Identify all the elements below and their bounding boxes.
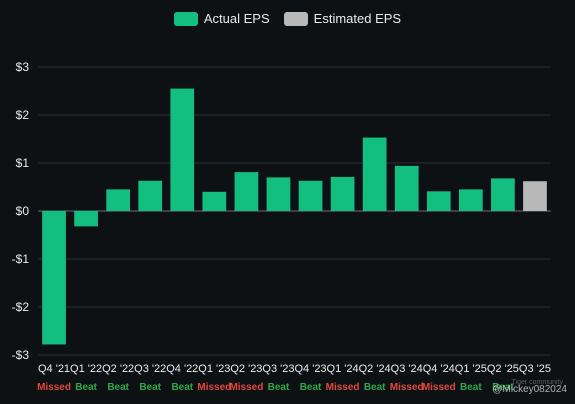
actual-eps-bar[interactable] [458,189,483,211]
legend-item-actual-eps[interactable]: Actual EPS [173,11,270,26]
actual-eps-bar[interactable] [362,137,387,211]
actual-eps-bar[interactable] [298,180,323,211]
eps-result-label: Beat [107,382,129,393]
legend-item-estimated-eps[interactable]: Estimated EPS [283,11,402,26]
actual-eps-bar[interactable] [266,177,291,211]
eps-result-label: Missed [326,382,360,393]
legend-label-estimated: Estimated EPS [313,11,402,26]
x-tick-label: Q1 '22 [70,363,102,375]
y-tick-label: -$1 [12,252,30,266]
actual-eps-bar[interactable] [42,211,66,345]
y-tick-label: $3 [16,60,30,74]
x-tick-label: Q2 '22 [102,363,134,375]
eps-result-label: Missed [422,382,456,393]
actual-eps-bar[interactable] [426,191,451,211]
x-tick-label: Q3 '23 [262,363,294,375]
eps-result-label: Missed [37,382,71,393]
y-tick-label: -$3 [12,348,30,362]
actual-eps-bar[interactable] [491,178,515,211]
x-tick-label: Q3 '22 [134,363,166,375]
x-tick-label: Q4 '21 [38,363,70,375]
actual-eps-bar[interactable] [234,172,259,211]
eps-result-label: Beat [171,382,193,393]
actual-eps-bar[interactable] [74,211,98,227]
eps-result-label: Beat [364,382,386,393]
x-tick-label: Q1 '25 [455,363,487,375]
y-tick-label: -$2 [12,300,30,314]
x-tick-label: Q4 '24 [423,363,455,375]
y-tick-label: $2 [16,108,30,122]
eps-result-label: Beat [300,382,322,393]
legend-swatch-estimated [283,11,308,26]
x-tick-label: Q4 '22 [166,363,198,375]
x-tick-label: Q2 '25 [487,363,519,375]
x-tick-label: Q3 '25 [519,363,551,375]
y-tick-label: $0 [16,204,30,218]
eps-result-label: Beat [492,382,514,393]
watermark-text: @Mickey082024 [492,384,567,395]
y-tick-label: $1 [16,156,30,170]
eps-result-label: Beat [75,382,97,393]
eps-result-label: Beat [268,382,290,393]
actual-eps-bar[interactable] [202,191,227,211]
x-tick-label: Q2 '24 [359,363,391,375]
x-tick-label: Q4 '23 [294,363,326,375]
x-tick-label: Q1 '23 [198,363,230,375]
actual-eps-bar[interactable] [170,88,195,211]
eps-result-label: Missed [229,382,263,393]
legend-swatch-actual [173,11,198,26]
x-tick-label: Q3 '24 [391,363,423,375]
actual-eps-bar[interactable] [138,180,163,211]
legend-label-actual: Actual EPS [203,11,270,26]
chart-legend: Actual EPS Estimated EPS [0,11,575,26]
actual-eps-bar[interactable] [330,176,355,211]
eps-result-label: Beat [139,382,161,393]
estimated-eps-bar[interactable] [523,181,547,211]
actual-eps-bar[interactable] [106,189,131,211]
eps-result-label: Beat [460,382,482,393]
x-tick-label: Q1 '24 [327,363,359,375]
watermark-logo: Tiger community [511,379,563,386]
eps-result-label: Missed [197,382,231,393]
x-tick-label: Q2 '23 [230,363,262,375]
actual-eps-bar[interactable] [394,165,419,211]
eps-result-label: Missed [390,382,424,393]
